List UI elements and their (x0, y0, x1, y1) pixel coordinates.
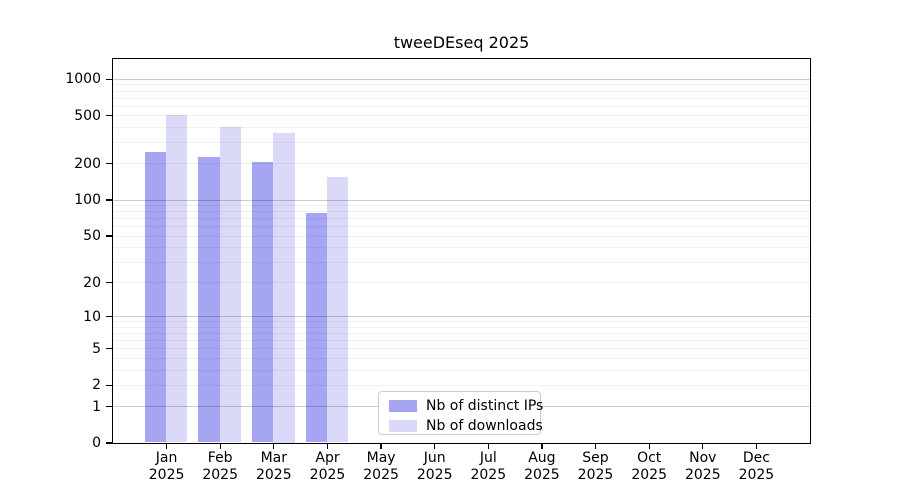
gridline-minor (112, 97, 810, 99)
x-tick-mark (541, 443, 543, 449)
x-tick-label: May 2025 (351, 450, 411, 484)
bar-downloads (219, 126, 242, 443)
legend-swatch-downloads (389, 419, 417, 432)
x-tick-year: 2025 (148, 467, 185, 483)
x-tick-month: Mar (260, 450, 287, 466)
y-tick-mark (106, 235, 112, 237)
x-tick-month: Jun (423, 450, 446, 466)
x-tick-label: Apr 2025 (298, 450, 358, 484)
x-tick-mark (755, 443, 758, 449)
y-tick-mark (106, 163, 112, 165)
x-tick-label: Nov 2025 (673, 450, 733, 484)
x-tick-mark (702, 443, 704, 449)
x-tick-year: 2025 (416, 467, 453, 483)
x-tick-mark (165, 443, 168, 449)
x-tick-month: Aug (528, 450, 556, 466)
x-tick-label: Sep 2025 (566, 450, 626, 484)
x-tick-month: Feb (207, 450, 233, 466)
x-tick-year: 2025 (309, 467, 346, 483)
x-tick-year: 2025 (202, 467, 238, 483)
x-tick-label: Jul 2025 (458, 450, 518, 484)
bar-distinct-ips (251, 162, 274, 443)
y-tick-mark (106, 282, 112, 284)
gridline-minor (112, 90, 810, 92)
x-tick-mark (219, 443, 221, 449)
bar-distinct-ips (305, 213, 327, 443)
x-tick-label: Oct 2025 (619, 450, 679, 484)
gridline-major (112, 78, 810, 80)
x-tick-month: Dec (742, 450, 770, 466)
plot-area (111, 57, 811, 444)
x-tick-year: 2025 (363, 467, 399, 483)
bar-distinct-ips (144, 151, 167, 443)
gridline-minor (112, 126, 810, 128)
legend-row: Nb of distinct IPs (389, 397, 544, 414)
x-tick-year: 2025 (470, 467, 507, 483)
legend-label-downloads: Nb of downloads (426, 417, 543, 434)
legend-label-distinct-ips: Nb of distinct IPs (426, 397, 544, 414)
bar-downloads (273, 132, 295, 443)
legend-row: Nb of downloads (389, 417, 543, 434)
x-tick-label: Mar 2025 (244, 450, 304, 484)
y-tick-mark (106, 384, 112, 386)
x-tick-year: 2025 (738, 467, 775, 483)
y-tick-mark (106, 115, 112, 117)
y-tick-mark (106, 199, 112, 201)
gridline-minor (112, 142, 810, 143)
x-tick-mark (648, 443, 650, 449)
x-tick-label: Dec 2025 (726, 450, 786, 484)
chart-title: tweeDEseq 2025 (393, 33, 530, 52)
y-tick-label: 20 (83, 274, 101, 291)
x-tick-month: Nov (689, 450, 717, 466)
x-tick-month: Sep (582, 450, 609, 466)
y-tick-mark (106, 405, 112, 408)
legend-swatch-distinct-ips (389, 399, 417, 412)
x-tick-year: 2025 (577, 467, 614, 483)
y-tick-mark (106, 316, 112, 318)
x-tick-mark (434, 443, 436, 449)
x-tick-month: Apr (315, 450, 340, 466)
y-tick-mark (106, 442, 112, 444)
legend: Nb of distinct IPs Nb of downloads (378, 391, 544, 435)
x-tick-year: 2025 (524, 467, 560, 483)
y-tick-label: 10 (83, 308, 101, 325)
x-tick-label: Feb 2025 (190, 450, 250, 484)
x-tick-mark (273, 443, 275, 449)
x-tick-label: Jan 2025 (137, 450, 197, 484)
x-tick-label: Aug 2025 (512, 450, 572, 484)
y-tick-label: 0 (92, 435, 101, 451)
bar-downloads (327, 176, 349, 443)
x-tick-year: 2025 (631, 467, 667, 483)
y-tick-label: 2 (92, 377, 101, 394)
bar-downloads (166, 115, 188, 443)
y-tick-label: 1000 (65, 71, 101, 88)
x-tick-month: Jul (479, 450, 497, 466)
x-tick-month: Oct (637, 450, 662, 466)
y-tick-label: 200 (74, 155, 101, 172)
gridline-minor (112, 105, 810, 107)
x-tick-year: 2025 (684, 467, 721, 483)
x-tick-mark (487, 443, 489, 449)
x-tick-year: 2025 (255, 467, 292, 483)
x-tick-mark (594, 443, 597, 449)
x-tick-mark (380, 443, 382, 449)
gridline-minor (112, 84, 810, 86)
y-tick-label: 50 (83, 228, 101, 244)
bar-distinct-ips (198, 157, 220, 443)
gridline-minor (112, 115, 810, 117)
y-tick-mark (106, 348, 112, 350)
x-tick-mark (326, 443, 329, 449)
y-tick-mark (106, 78, 112, 80)
y-tick-label: 1 (92, 398, 101, 415)
y-tick-label: 500 (74, 107, 101, 124)
y-tick-label: 5 (92, 340, 101, 357)
y-tick-label: 100 (74, 192, 101, 208)
x-tick-label: Jun 2025 (405, 450, 465, 484)
x-tick-month: May (366, 450, 396, 466)
x-tick-month: Jan (155, 450, 178, 466)
